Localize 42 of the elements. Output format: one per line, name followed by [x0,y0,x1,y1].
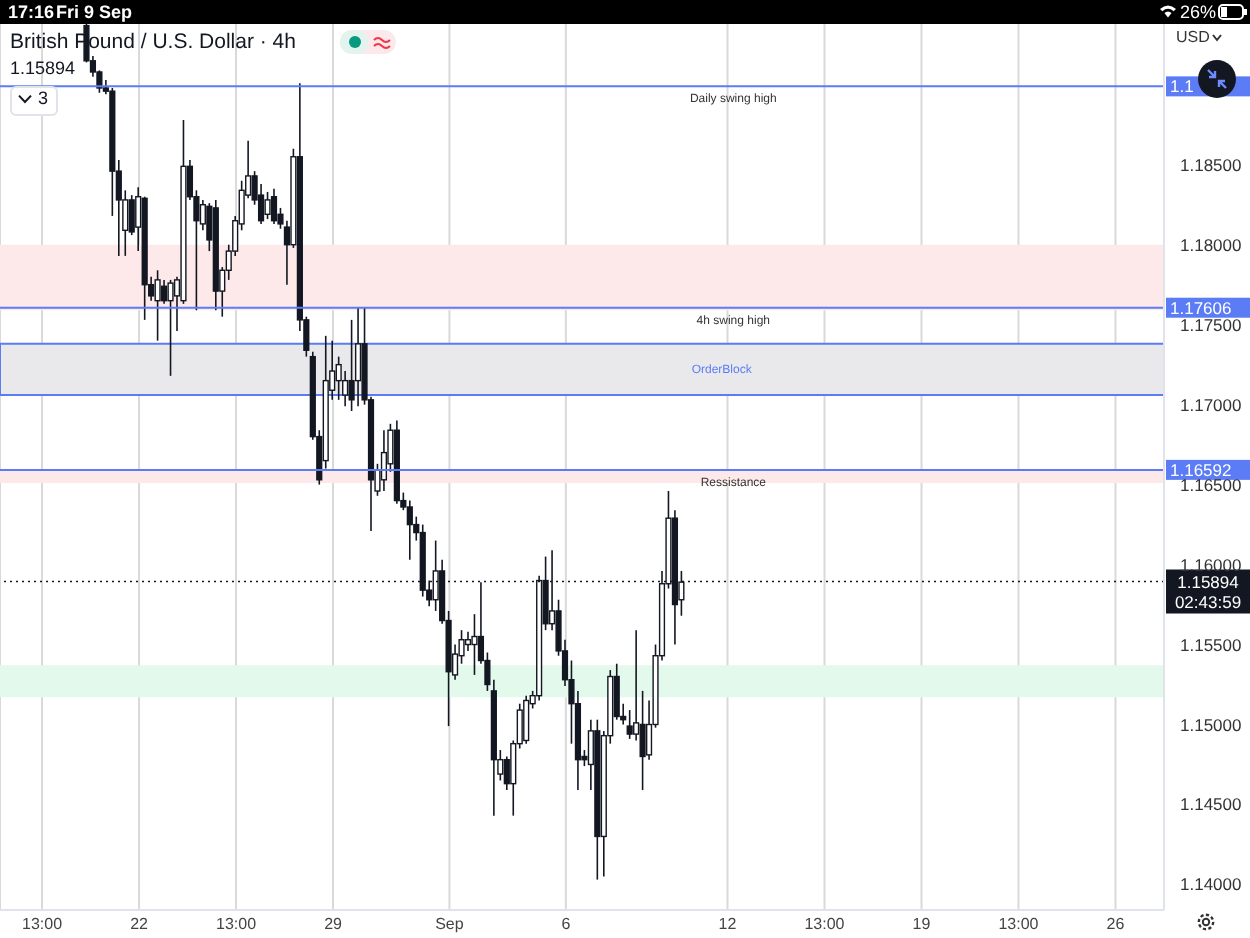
y-tick-label: 1.18500 [1180,154,1242,175]
x-tick-label: 6 [561,915,572,934]
y-tick-label: 1.16500 [1180,474,1242,495]
x-tick-label: 26 [1106,915,1126,934]
text: 02:43:59 [1174,591,1242,612]
text: Fri 9 Sep [56,0,133,24]
y-tick-label: 1.15500 [1180,634,1242,655]
candlestick [626,709,633,740]
x-tick-label: 22 [130,915,150,934]
y-tick-label: 1.17000 [1180,394,1242,415]
text: USD [1176,28,1210,46]
annotation: 3 [38,88,49,108]
candlestick [471,613,478,676]
text: 1.17606 [1170,297,1232,318]
text: 17:16 [8,0,55,24]
candlestick [464,630,472,652]
x-tick-label: 13:00 [998,915,1040,934]
text: 1.1 [1170,76,1195,97]
candlestick [523,694,530,745]
x-tick-label: 13:00 [804,915,846,934]
x-tick-label: 12 [718,915,738,934]
candlestick [160,279,168,305]
x-tick-label: Sep [435,915,465,934]
candlestick [270,187,278,225]
candlestick [167,279,174,377]
text: 26% [1180,0,1217,24]
y-tick-label: 1.15000 [1180,714,1242,735]
candlestick [154,269,161,342]
candlestick [406,499,413,561]
text: 1.15894 [1177,571,1240,592]
y-tick-label: 1.14000 [1180,874,1242,895]
annotation: 1.15894 [10,58,76,78]
y-tick-label: 1.14500 [1180,794,1242,815]
candlestick [354,306,362,408]
x-tick-label: 13:00 [22,915,64,934]
x-tick-label: 19 [912,915,932,934]
candlestick [264,191,271,220]
y-tick-label: 1.18000 [1180,234,1242,255]
x-tick-label: 29 [324,915,344,934]
text: 1.16592 [1170,459,1232,480]
x-tick-label: 13:00 [216,915,258,934]
y-tick-label: 1.17500 [1180,314,1242,335]
